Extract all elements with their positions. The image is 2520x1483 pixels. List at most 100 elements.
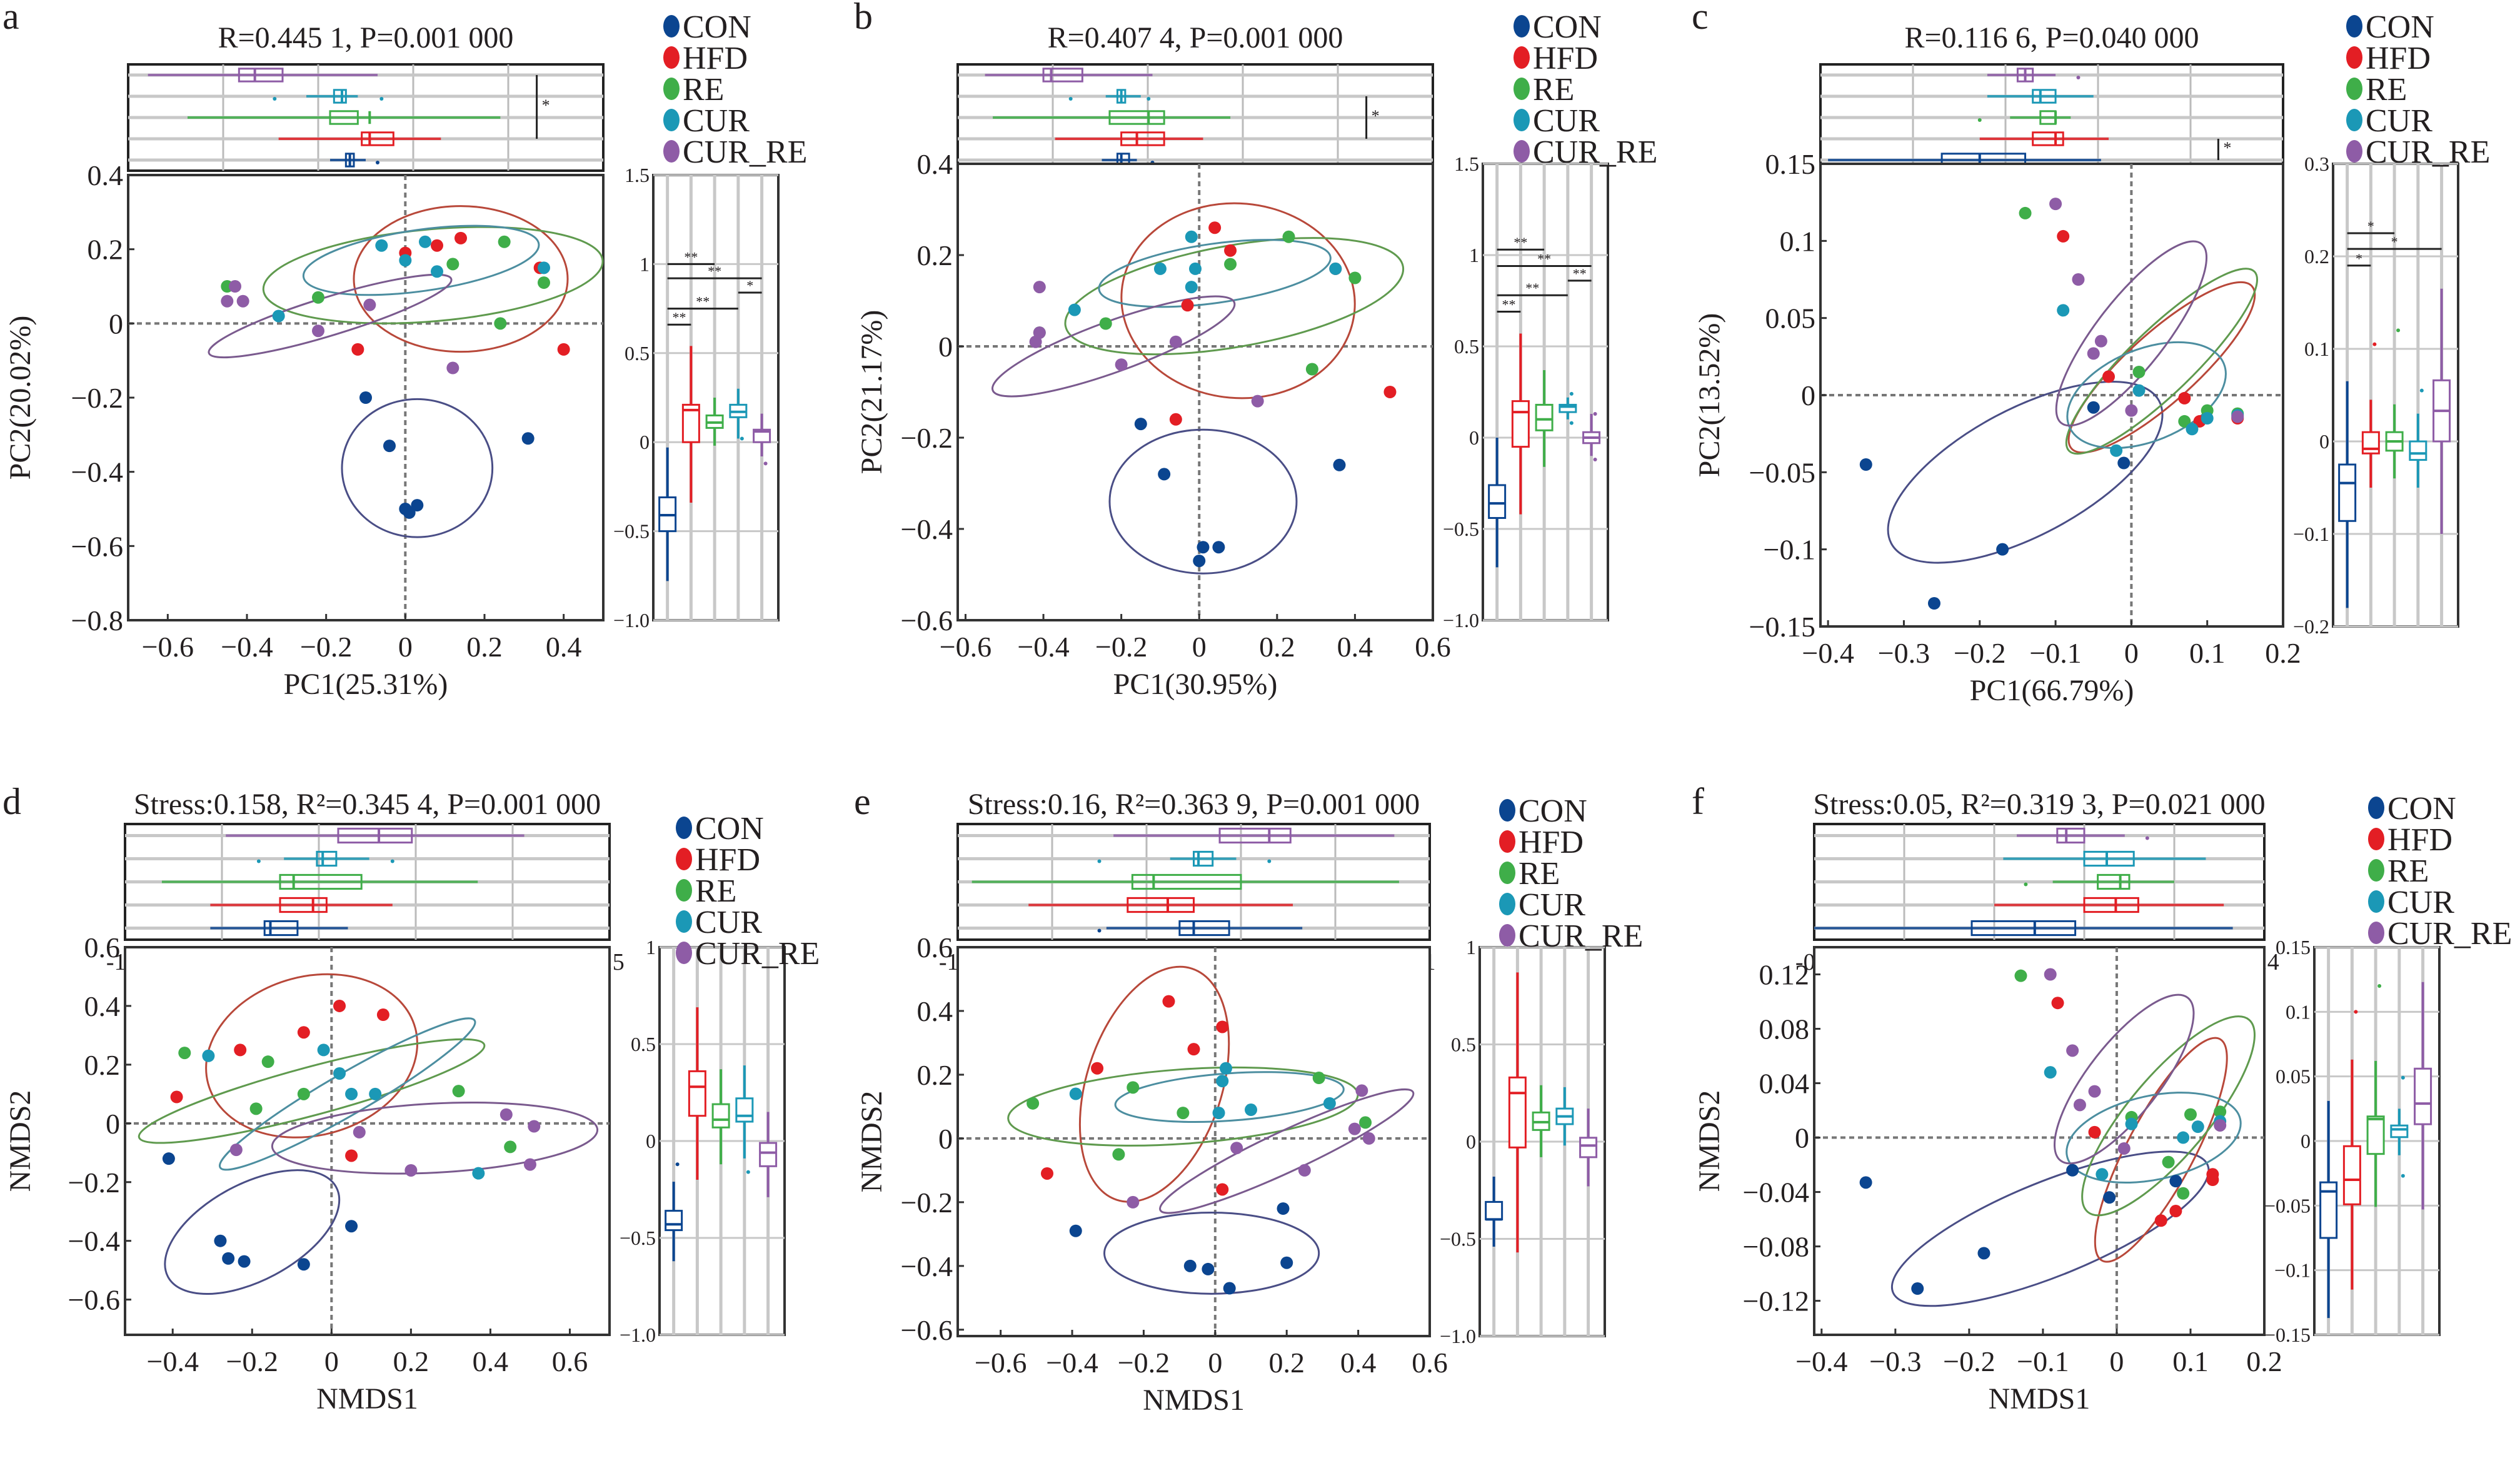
point-con — [403, 506, 416, 519]
panel-letter: f — [1692, 781, 1704, 822]
side-y-tick-label: 1 — [646, 936, 656, 958]
panel-b: b R=0.407 4, P=0.001 000 * −0.6 −0.4 −0.2 0 0.2… — [854, 0, 1657, 701]
top-outlier-re — [1977, 118, 1982, 122]
side-box-cur — [2390, 1124, 2409, 1139]
top-box-cur_re — [337, 827, 413, 844]
point-cur — [272, 309, 285, 323]
legend-marker-con — [663, 15, 680, 38]
y-tick-label: −0.4 — [68, 1225, 120, 1257]
legend-label: HFD — [2387, 822, 2452, 858]
ellipse-con — [1108, 428, 1298, 575]
y-tick-label: 0.04 — [1759, 1068, 1810, 1100]
point-re — [2177, 1187, 2190, 1200]
y-tick-label: −0.04 — [1743, 1177, 1809, 1209]
y-axis-label: PC2(21.17%) — [855, 310, 888, 475]
point-hfd — [1091, 1062, 1104, 1075]
y-tick-label: −0.15 — [1749, 611, 1815, 643]
x-tick-label: −0.4 — [147, 1345, 199, 1377]
side-y-tick-label: 0.1 — [2304, 338, 2329, 360]
point-con — [1911, 1282, 1924, 1295]
point-re — [178, 1047, 191, 1060]
point-cur — [317, 1043, 330, 1057]
ellipse-cur_re — [2055, 240, 2208, 427]
side-y-tick-label: 0 — [646, 1130, 656, 1152]
ellipse-hfd — [1078, 965, 1230, 1203]
side-y-tick-label: 0.5 — [1454, 335, 1479, 358]
side-box-cur_re — [2414, 1067, 2432, 1125]
ellipse-re — [2081, 1015, 2256, 1217]
y-tick-label: 0.2 — [917, 239, 953, 271]
panel-letter: c — [1692, 0, 1709, 37]
point-cur — [1185, 230, 1198, 243]
point-cur — [1189, 262, 1202, 275]
panel-letter: b — [854, 0, 873, 37]
point-cur_re — [353, 1125, 366, 1139]
point-cur_re — [1298, 1164, 1311, 1177]
point-con — [1859, 1176, 1872, 1189]
x-tick-label: −0.1 — [2029, 637, 2081, 669]
side-sig-label: ** — [1514, 234, 1527, 250]
top-box-cur_re — [238, 68, 284, 83]
point-cur — [472, 1167, 485, 1180]
legend-label: HFD — [683, 41, 748, 76]
x-tick-label: 0 — [2109, 1345, 2124, 1377]
point-hfd — [557, 343, 570, 356]
y-tick-label: −0.1 — [1764, 534, 1815, 566]
x-tick-label: 0.4 — [1337, 631, 1373, 663]
point-cur_re — [1362, 1132, 1375, 1145]
point-cur — [1329, 262, 1342, 275]
y-tick-label: 0.4 — [917, 995, 953, 1027]
main-plot-frame — [124, 946, 611, 1336]
point-cur_re — [363, 298, 376, 311]
side-y-tick-label: −0.1 — [2293, 523, 2329, 545]
legend-label: CUR — [2366, 103, 2432, 139]
y-tick-label: −0.2 — [71, 382, 123, 414]
point-re — [452, 1085, 465, 1098]
point-cur — [431, 265, 443, 278]
side-y-tick-label: 1 — [640, 253, 650, 275]
point-cur — [2110, 444, 2123, 457]
point-cur_re — [1355, 1084, 1368, 1097]
ellipse-cur — [302, 224, 540, 296]
top-outlier-cur — [1147, 97, 1151, 101]
side-sig-label: * — [2391, 234, 2398, 249]
legend-marker-con — [1499, 799, 1515, 822]
top-box-cur_re — [1042, 68, 1083, 83]
legend-marker-hfd — [2346, 46, 2362, 69]
y-tick-label: 0.4 — [917, 148, 953, 180]
point-cur — [1212, 1107, 1225, 1120]
point-cur_re — [2049, 198, 2062, 211]
ellipse-cur — [1098, 239, 1332, 308]
point-cur — [1219, 1062, 1232, 1075]
main-plot-frame — [1813, 946, 2266, 1336]
point-re — [1127, 1081, 1140, 1094]
point-re — [538, 276, 550, 289]
side-box-cur — [1559, 403, 1577, 413]
legend-label: HFD — [695, 842, 760, 878]
legend-marker-cur_re — [2346, 140, 2362, 163]
x-tick-label: 0.2 — [1259, 631, 1295, 663]
point-con — [297, 1258, 310, 1271]
side-y-tick-label: 1 — [1469, 244, 1479, 266]
point-re — [249, 1102, 263, 1115]
point-re — [1099, 317, 1112, 330]
side-outlier-cur — [2419, 388, 2424, 393]
y-tick-label: 0.15 — [1765, 148, 1816, 180]
legend-label: CUR_RE — [695, 936, 820, 972]
ellipse-cur — [2066, 1092, 2242, 1184]
legend-label: CUR_RE — [1519, 918, 1643, 954]
side-y-tick-label: 1 — [1466, 936, 1476, 958]
point-re — [1112, 1148, 1125, 1161]
legend-label: RE — [695, 873, 736, 909]
point-con — [1069, 1224, 1082, 1237]
point-cur_re — [1230, 1142, 1243, 1155]
top-outlier-cur — [390, 859, 394, 863]
legend-label: RE — [2366, 72, 2407, 108]
point-hfd — [376, 1008, 389, 1022]
legend-marker-re — [1499, 862, 1515, 884]
point-hfd — [1181, 299, 1194, 312]
x-tick-label: 0.6 — [1412, 1347, 1448, 1379]
